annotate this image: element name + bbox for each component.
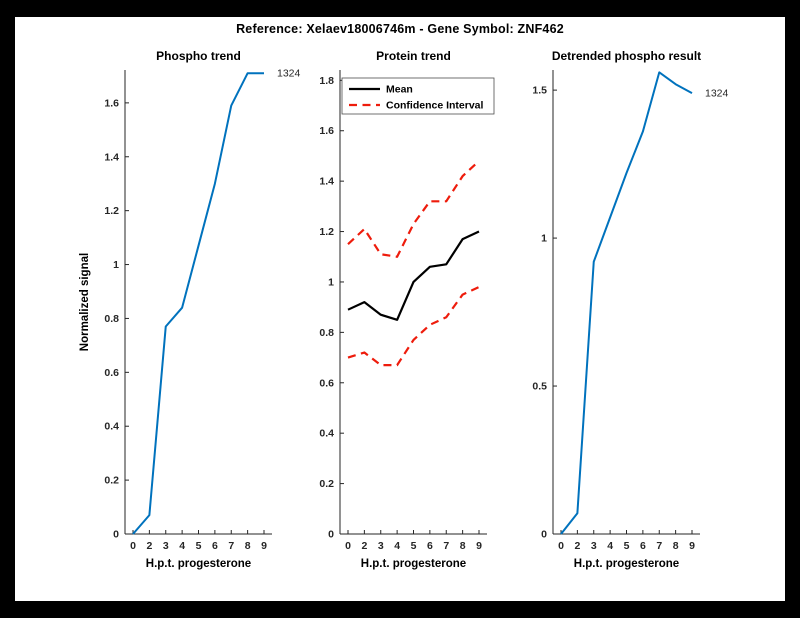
y-tick-label: 0.2: [319, 478, 334, 490]
y-tick-label: 0: [328, 529, 334, 541]
x-tick-label: 9: [261, 540, 267, 552]
y-tick-label: 1.6: [104, 97, 119, 109]
chart-protein-trend: 00.20.40.60.811.21.41.61.80 2 3 4 5 6 7 8 9Prote…: [319, 49, 495, 570]
chart-phospho-trend: 00.20.40.60.811.21.41.60 2 3 4 5 6 7 8 9Phospho …: [79, 49, 301, 570]
x-tick-label: 8: [245, 540, 251, 552]
y-tick-label: 0.8: [104, 313, 119, 325]
x-tick-label: 6: [640, 540, 646, 552]
annotation-detrended-phospho-result: 1324: [705, 88, 729, 100]
x-tick-label: 4: [607, 540, 613, 552]
y-tick-label: 1.4: [319, 176, 334, 188]
y-tick-label: 1.2: [319, 226, 334, 238]
annotation-phospho-trend: 1324: [277, 68, 301, 80]
series-detrended-phospho-signal: [560, 71, 693, 535]
y-tick-label: 0: [113, 529, 119, 541]
y-tick-label: 0: [541, 529, 547, 541]
x-tick-label: 5: [196, 540, 202, 552]
y-tick-label: 1: [328, 276, 334, 288]
x-tick-label: 6: [212, 540, 218, 552]
y-tick-label: 0.6: [319, 377, 334, 389]
x-tick-label: 4: [179, 540, 185, 552]
y-tick-label: 1.6: [319, 125, 334, 137]
y-tick-label: 1.8: [319, 75, 334, 87]
series-confidence-interval-lower: [347, 286, 480, 367]
y-tick-label: 0.5: [532, 381, 547, 393]
y-tick-label: 1.2: [104, 205, 119, 217]
figure-title: Reference: Xelaev18006746m - Gene Symbol…: [236, 22, 564, 36]
series-phospho-signal: [132, 72, 264, 535]
x-tick-label: 5: [624, 540, 630, 552]
x-tick-label: 4: [394, 540, 400, 552]
x-tick-label: 0: [130, 540, 136, 552]
y-tick-label: 0.2: [104, 475, 119, 487]
legend: Mean Confidence Interval: [341, 77, 495, 115]
y-tick-label: 1.4: [104, 151, 119, 163]
x-tick-label: 3: [378, 540, 384, 552]
x-tick-label: 9: [476, 540, 482, 552]
x-axis-label: H.p.t. progesterone: [146, 558, 251, 570]
x-tick-label: 3: [163, 540, 169, 552]
x-tick-label: 2: [574, 540, 580, 552]
x-tick-label: 7: [443, 540, 449, 552]
chart-title-detrended-phospho-result: Detrended phospho result: [552, 49, 701, 63]
x-tick-label: 3: [591, 540, 597, 552]
y-tick-label: 0.6: [104, 367, 119, 379]
x-tick-label: 5: [411, 540, 417, 552]
x-tick-label: 7: [656, 540, 662, 552]
figure-svg: 00.20.40.60.811.21.41.60 2 3 4 5 6 7 8 9Phospho …: [79, 49, 729, 570]
x-tick-label: 0: [558, 540, 564, 552]
x-tick-label: 8: [460, 540, 466, 552]
axes-protein-trend: 00.20.40.60.811.21.41.61.80 2 3 4 5 6 7 8 9: [319, 70, 487, 552]
chart-title-phospho-trend: Phospho trend: [156, 49, 241, 63]
x-tick-label: 2: [361, 540, 367, 552]
x-tick-label: 6: [427, 540, 433, 552]
series-confidence-interval-upper: [347, 160, 480, 258]
legend-label-confidence-interval: Confidence Interval: [386, 100, 484, 112]
x-axis-label: H.p.t. progesterone: [361, 558, 466, 570]
x-tick-label: 8: [673, 540, 679, 552]
x-tick-label: 7: [228, 540, 234, 552]
legend-label-mean: Mean: [386, 84, 413, 96]
x-axis-label: H.p.t. progesterone: [574, 558, 679, 570]
y-tick-label: 0.4: [104, 421, 119, 433]
y-tick-label: 0.8: [319, 327, 334, 339]
axes-phospho-trend: 00.20.40.60.811.21.41.60 2 3 4 5 6 7 8 9: [104, 70, 272, 552]
chart-title-protein-trend: Protein trend: [376, 49, 451, 63]
y-tick-label: 1: [541, 233, 547, 245]
legend-box: [341, 77, 495, 115]
y-axis-label: Normalized signal: [79, 253, 91, 351]
x-tick-label: 2: [146, 540, 152, 552]
y-tick-label: 1: [113, 259, 119, 271]
x-tick-label: 0: [345, 540, 351, 552]
figure-canvas: Reference: Xelaev18006746m - Gene Symbol…: [15, 17, 785, 601]
y-tick-label: 0.4: [319, 428, 334, 440]
series-mean: [347, 230, 480, 321]
x-tick-label: 9: [689, 540, 695, 552]
axes-detrended-phospho-result: 00.511.50 2 3 4 5 6 7 8 9: [532, 70, 700, 552]
y-tick-label: 1.5: [532, 85, 547, 97]
